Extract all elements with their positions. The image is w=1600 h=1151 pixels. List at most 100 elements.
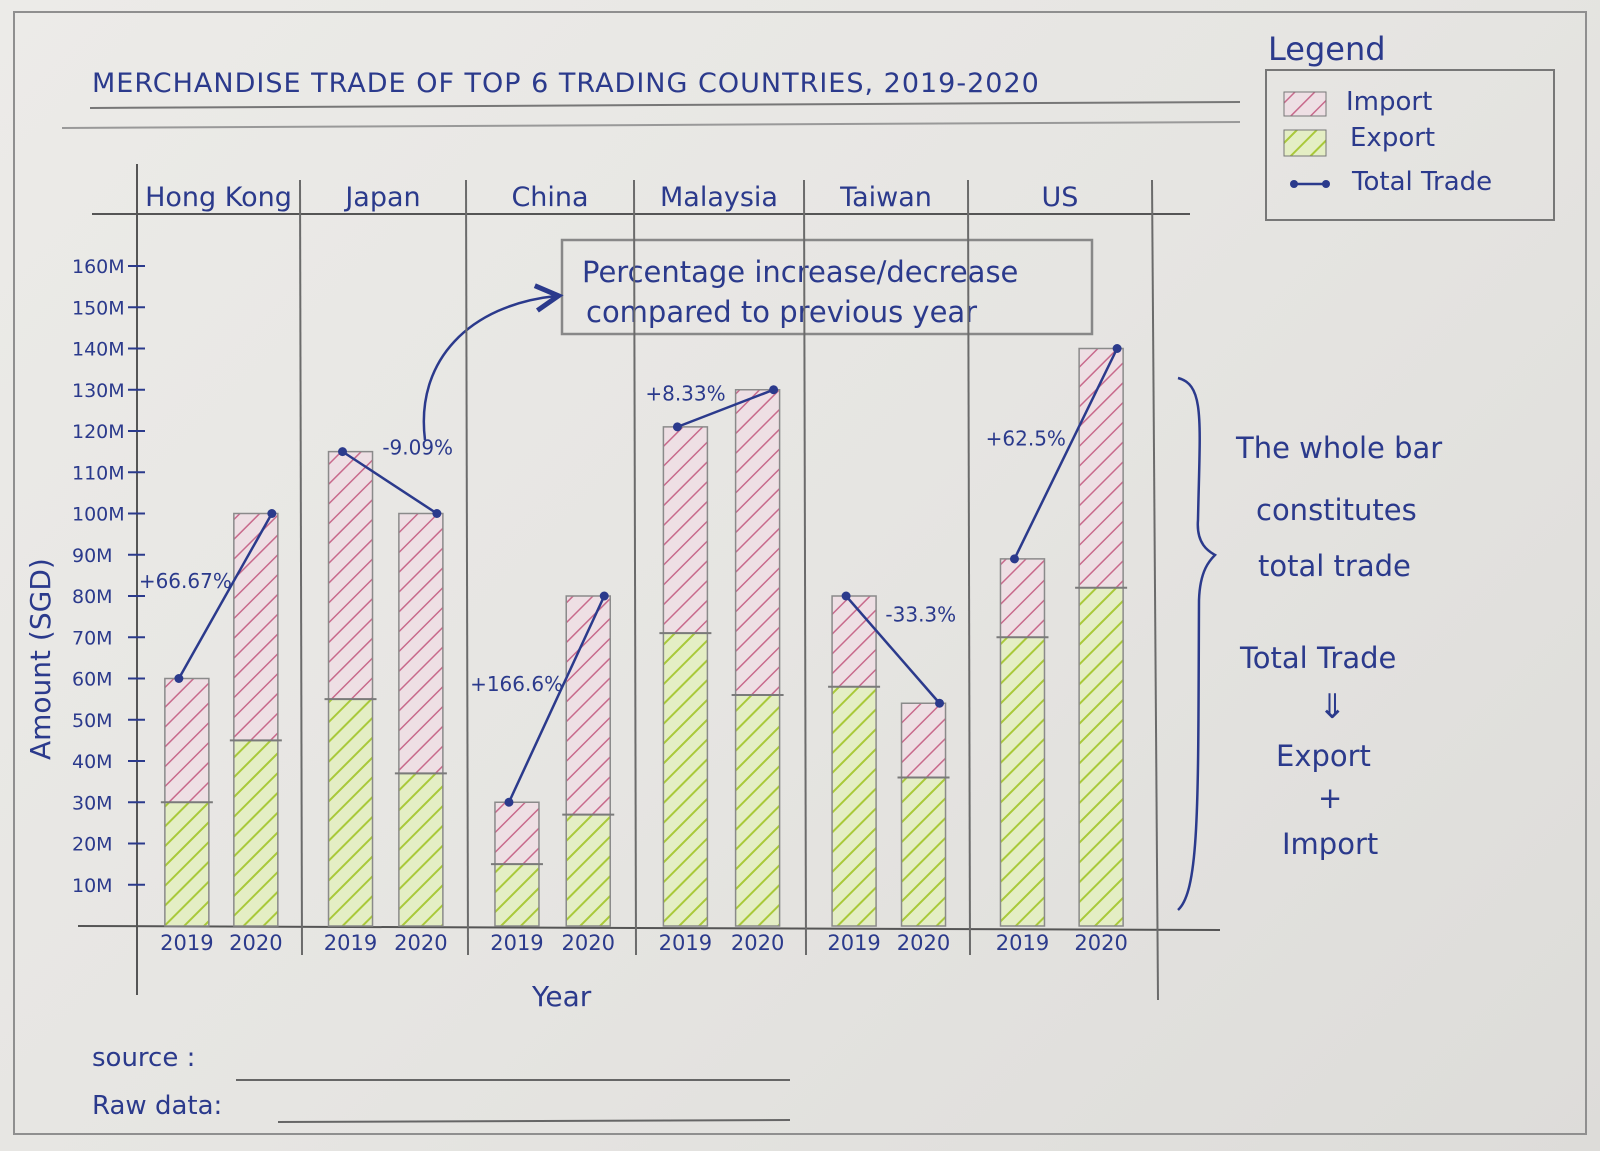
callout-line-2: compared to previous year (586, 295, 977, 329)
y-tick-label: 40M (72, 751, 113, 773)
year-tick-label: 2020 (731, 931, 784, 955)
export-bar (662, 632, 709, 927)
total-trade-line (676, 388, 775, 429)
total-trade-point (1112, 344, 1122, 353)
import-bar (494, 801, 540, 865)
export-bar (1078, 587, 1124, 927)
y-tick-label: 100M (72, 504, 125, 526)
total-trade-point (672, 422, 682, 432)
y-tick-label: 10M (72, 875, 113, 897)
export-bar (164, 801, 210, 927)
total-trade-point (769, 385, 779, 395)
y-tick-label: 140M (72, 339, 125, 361)
raw-data-blank-line (277, 1119, 791, 1123)
total-trade-point (599, 591, 609, 601)
legend: Legend Import Export Total Trade (1265, 30, 1555, 221)
total-trade-line (1013, 347, 1119, 560)
group-divider (299, 179, 303, 956)
group-divider (803, 179, 807, 956)
y-tick-label: 50M (72, 710, 113, 732)
export-bar (327, 698, 374, 927)
y-tick-label: 70M (72, 627, 113, 649)
import-bar (734, 389, 781, 696)
source-label: source : (92, 1043, 195, 1073)
total-trade-point (1009, 554, 1019, 564)
callout-arrow (422, 296, 556, 441)
group-divider (967, 179, 971, 956)
total-trade-point (174, 674, 184, 683)
country-group: Malaysia 2019 2020 +8.33% (633, 179, 784, 956)
total-trade-line (341, 450, 438, 515)
percent-change-label: +8.33% (645, 381, 725, 405)
x-axis-label: Year (531, 980, 592, 1013)
year-tick-label: 2019 (996, 931, 1049, 955)
y-axis-label: Amount (SGD) (24, 558, 57, 760)
total-trade-point (841, 591, 851, 601)
y-tick-label: 120M (72, 421, 125, 443)
export-bar (734, 694, 781, 927)
export-bar (565, 813, 611, 927)
country-group: Taiwan 2019 2020 -33.3% (803, 179, 956, 956)
year-tick-label: 2020 (394, 931, 447, 955)
note-line-3: total trade (1258, 549, 1411, 583)
total-trade-line (845, 595, 941, 705)
export-bar (494, 863, 540, 927)
year-tick-label: 2019 (490, 931, 543, 955)
percent-change-label: -9.09% (382, 436, 453, 460)
total-trade-line (177, 512, 273, 680)
total-trade-point (432, 509, 442, 518)
country-label: Taiwan (839, 182, 932, 213)
legend-total-dot-b (1322, 180, 1330, 188)
raw-data-label: Raw data: (92, 1091, 222, 1121)
formula-plus: + (1318, 781, 1342, 815)
y-tick-label: 160M (72, 256, 125, 278)
export-bar (233, 739, 279, 927)
total-trade-line (507, 595, 606, 803)
country-groups: Hong Kong 2019 2020 +66.67% Japan 2019 2020 -9.… (139, 179, 1159, 1001)
year-tick-label: 2019 (324, 931, 377, 955)
percent-change-label: +62.5% (986, 427, 1066, 451)
percent-change-label: -33.3% (885, 603, 956, 627)
legend-import-swatch (1283, 91, 1327, 117)
y-tick-label: 80M (72, 586, 113, 608)
country-group: Hong Kong 2019 2020 +66.67% (139, 182, 292, 955)
year-tick-label: 2019 (827, 931, 880, 955)
y-tick-label: 30M (72, 792, 113, 814)
year-tick-label: 2020 (562, 931, 615, 955)
y-tick-label: 90M (72, 545, 113, 567)
page-border (13, 11, 1587, 1135)
country-label: Japan (343, 182, 420, 213)
chart-title: MERCHANDISE TRADE OF TOP 6 TRADING COUNT… (92, 68, 1040, 99)
total-trade-point (935, 698, 945, 708)
note-line-1: The whole bar (1235, 431, 1442, 465)
import-bar (233, 512, 279, 742)
import-bar (398, 512, 444, 775)
brace-note: The whole bar constitutes total trade To… (1177, 376, 1442, 911)
y-tick-label: 60M (72, 669, 113, 691)
y-tick-label: 110M (72, 462, 125, 484)
legend-title: Legend (1268, 30, 1386, 68)
note-line-2: constitutes (1256, 493, 1417, 527)
group-divider (1151, 179, 1159, 1001)
percent-change-label: +66.67% (139, 569, 232, 593)
formula-export: Export (1276, 739, 1371, 773)
title-underline-2 (61, 121, 1241, 129)
export-bar (999, 636, 1046, 927)
group-divider (465, 179, 469, 956)
percent-change-label: +166.6% (470, 672, 563, 696)
y-tick-label: 20M (72, 834, 113, 856)
callout-line-1: Percentage increase/decrease (582, 255, 1018, 289)
country-group: China 2019 2020 +166.6% (465, 179, 615, 956)
import-bar (327, 450, 374, 700)
percentage-callout: Percentage increase/decrease compared to… (422, 238, 1094, 441)
country-label: US (1042, 182, 1079, 213)
import-bar (662, 426, 709, 634)
legend-import-label: Import (1346, 87, 1432, 117)
year-tick-label: 2020 (897, 931, 950, 955)
down-arrow-icon: ⇓ (1318, 687, 1347, 727)
legend-total-label: Total Trade (1351, 167, 1492, 197)
import-bar (999, 558, 1046, 638)
y-tick-label: 150M (72, 297, 125, 319)
formula-total: Total Trade (1239, 641, 1396, 675)
